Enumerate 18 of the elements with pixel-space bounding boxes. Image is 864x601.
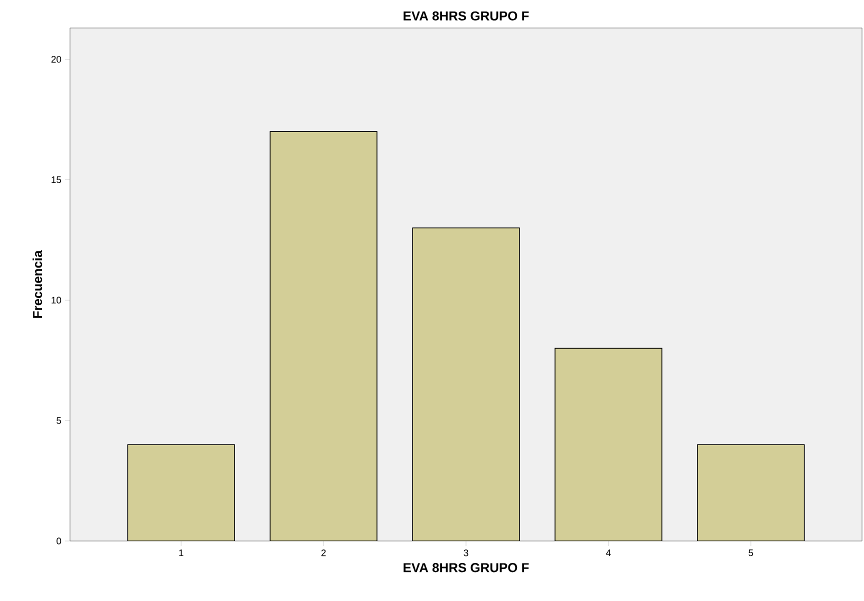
x-axis-title: EVA 8HRS GRUPO F	[404, 563, 529, 572]
x-tick-label: 4	[606, 550, 611, 556]
x-tick-label: 5	[748, 550, 754, 556]
y-tick-label: 15	[52, 176, 62, 184]
bar	[270, 132, 377, 541]
chart-title: EVA 8HRS GRUPO F	[404, 11, 529, 20]
x-tick-label: 2	[321, 550, 326, 556]
y-tick-label: 0	[56, 538, 62, 544]
bar	[412, 228, 520, 541]
y-tick-label: 20	[51, 56, 62, 63]
bar	[554, 348, 662, 541]
x-tick-label: 3	[464, 550, 468, 556]
y-tick-label: 5	[56, 417, 62, 424]
y-axis-title: Frecuencia	[32, 250, 42, 318]
bar	[127, 444, 235, 541]
x-tick-label: 1	[179, 550, 184, 556]
bar	[697, 444, 805, 541]
y-tick-label: 10	[52, 296, 62, 304]
